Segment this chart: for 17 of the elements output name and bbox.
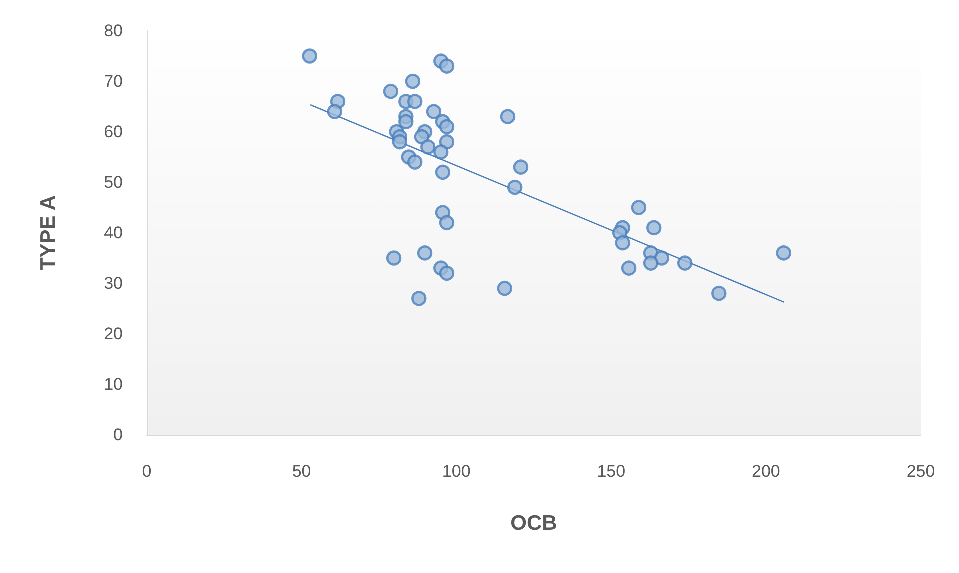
y-tick-label: 60 <box>104 122 123 142</box>
y-tick-label: 70 <box>104 72 123 91</box>
y-tick-label: 20 <box>104 324 123 344</box>
y-tick-label: 30 <box>104 274 123 293</box>
y-tick-label: 40 <box>104 224 123 242</box>
y-tick-label: 10 <box>104 375 123 394</box>
x-tick-label: 0 <box>142 462 152 481</box>
x-tick-label: 100 <box>442 462 471 481</box>
x-tick-label: 150 <box>597 462 626 481</box>
x-tick-label: 200 <box>752 462 780 481</box>
x-tick-label: 250 <box>906 462 936 481</box>
x-tick-label: 50 <box>292 462 312 481</box>
y-tick-label: 80 <box>104 22 123 40</box>
y-tick-label: 50 <box>104 173 123 192</box>
y-tick-label: 0 <box>114 426 123 444</box>
y-axis-title: TYPE A <box>37 195 60 271</box>
x-axis-title: OCB <box>510 512 558 535</box>
